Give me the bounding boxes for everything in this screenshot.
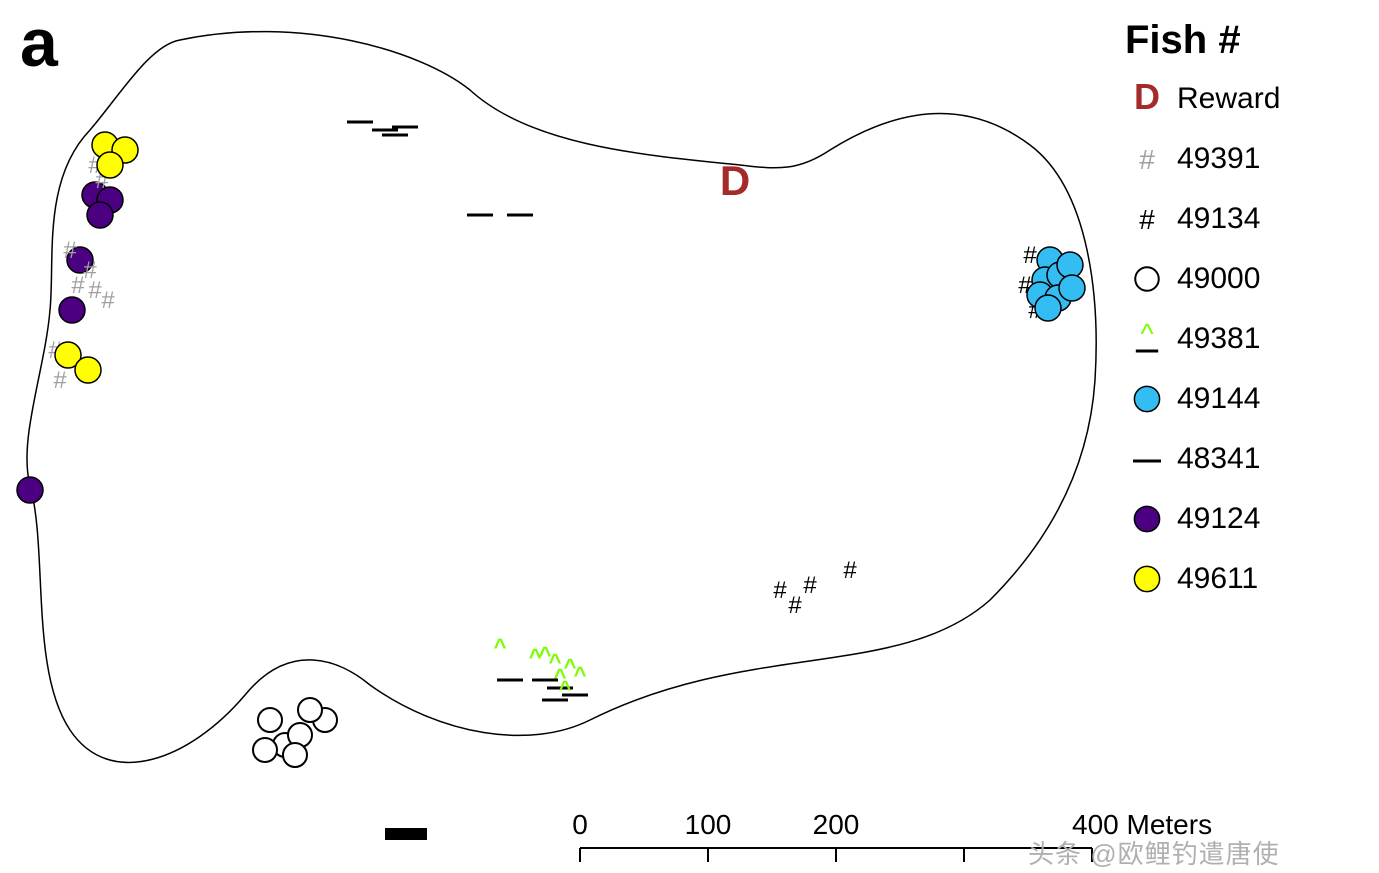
svg-text:#: #: [1139, 144, 1155, 175]
point-49000-0: [258, 708, 282, 732]
svg-text:#: #: [773, 577, 787, 604]
legend-row-reward: D Reward: [1125, 81, 1280, 117]
legend-items: DReward#49391#4913449000^ 49381491444834…: [1125, 81, 1280, 597]
point-49134-0: #: [1023, 242, 1037, 269]
svg-text:0: 0: [572, 809, 588, 840]
legend-row-49611: 49611: [1125, 561, 1280, 597]
legend-row-48341: 48341: [1125, 441, 1280, 477]
point-49124-5: [17, 477, 43, 503]
legend-label-49611: 49611: [1177, 562, 1258, 596]
legend-marker-49391: #: [1125, 141, 1169, 177]
watermark: 头条 @欧鲤钓遣唐使: [1028, 834, 1280, 871]
svg-text:#: #: [63, 237, 77, 264]
figure-container: a #######^^^^^^^^###########D0100200400 …: [0, 0, 1379, 873]
legend-row-49144: 49144: [1125, 381, 1280, 417]
legend-label-48341: 48341: [1177, 442, 1260, 476]
legend-marker-49381: ^: [1125, 321, 1169, 357]
svg-text:^: ^: [574, 662, 587, 687]
lake-outline: [27, 32, 1096, 763]
point-49611-4: [75, 357, 101, 383]
legend-label-49124: 49124: [1177, 502, 1260, 536]
svg-text:#: #: [71, 272, 85, 299]
legend: Fish # DReward#49391#4913449000^ 4938149…: [1125, 18, 1280, 621]
legend-row-49000: 49000: [1125, 261, 1280, 297]
point-49391-6: #: [101, 287, 115, 314]
point-49124-2: [87, 202, 113, 228]
bold-dash-marker: [385, 828, 427, 840]
legend-marker-49611: [1125, 561, 1169, 597]
point-49611-2: [97, 152, 123, 178]
svg-text:#: #: [88, 277, 102, 304]
svg-text:D: D: [1134, 81, 1160, 117]
svg-text:^: ^: [494, 634, 507, 659]
svg-text:#: #: [53, 367, 67, 394]
point-49000-3: [253, 738, 277, 762]
legend-row-49391: #49391: [1125, 141, 1280, 177]
legend-marker-reward: D: [1125, 81, 1169, 117]
svg-text:#: #: [803, 572, 817, 599]
point-49144-6: [1059, 275, 1085, 301]
point-49381-7: ^: [559, 676, 572, 701]
point-49134-5: #: [803, 572, 817, 599]
legend-row-49381: ^ 49381: [1125, 321, 1280, 357]
legend-marker-49144: [1125, 381, 1169, 417]
point-49391-10: #: [53, 367, 67, 394]
svg-text:100: 100: [685, 809, 732, 840]
point-49391-2: #: [63, 237, 77, 264]
legend-row-49134: #49134: [1125, 201, 1280, 237]
point-49381-0: ^: [494, 634, 507, 659]
legend-marker-48341: [1125, 441, 1169, 477]
point-49134-3: #: [773, 577, 787, 604]
legend-label-49134: 49134: [1177, 202, 1260, 236]
svg-text:#: #: [788, 592, 802, 619]
point-49381-3: ^: [539, 642, 552, 667]
legend-label-49000: 49000: [1177, 262, 1260, 296]
point-49381-6: ^: [574, 662, 587, 687]
svg-text:^: ^: [539, 642, 552, 667]
legend-title: Fish #: [1125, 18, 1280, 63]
legend-label-49381: 49381: [1177, 322, 1260, 356]
legend-marker-49000: [1125, 261, 1169, 297]
point-49134-6: #: [843, 557, 857, 584]
svg-text:^: ^: [559, 676, 572, 701]
svg-text:#: #: [101, 287, 115, 314]
point-49000-4: [283, 743, 307, 767]
reward-marker: D: [720, 157, 750, 204]
svg-text:#: #: [843, 557, 857, 584]
point-49144-7: [1035, 295, 1061, 321]
legend-label-49391: 49391: [1177, 142, 1260, 176]
legend-label-49144: 49144: [1177, 382, 1260, 416]
point-49391-4: #: [88, 277, 102, 304]
point-49000-6: [298, 698, 322, 722]
legend-marker-49134: #: [1125, 201, 1169, 237]
point-49391-5: #: [71, 272, 85, 299]
point-49134-4: #: [788, 592, 802, 619]
legend-label-reward: Reward: [1177, 82, 1280, 116]
svg-text:#: #: [1023, 242, 1037, 269]
svg-text:#: #: [1139, 204, 1155, 235]
svg-text:200: 200: [813, 809, 860, 840]
point-49124-4: [59, 297, 85, 323]
legend-row-49124: 49124: [1125, 501, 1280, 537]
point-49144-3: [1057, 252, 1083, 278]
legend-marker-49124: [1125, 501, 1169, 537]
svg-text:^: ^: [1140, 321, 1153, 349]
